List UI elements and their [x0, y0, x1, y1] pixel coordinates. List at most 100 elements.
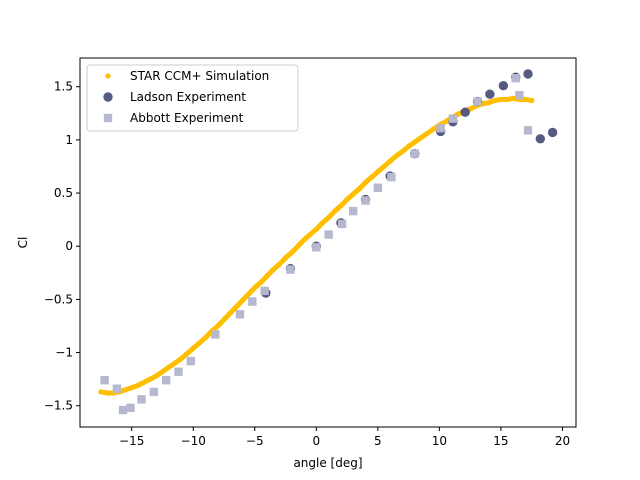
- data-point: [344, 196, 350, 203]
- data-point: [248, 297, 257, 306]
- data-point: [276, 261, 282, 267]
- data-point: [498, 80, 509, 91]
- data-point: [510, 95, 516, 102]
- data-point: [301, 237, 307, 243]
- data-point: [129, 385, 135, 391]
- y-tick-label: −1: [55, 346, 73, 360]
- data-point: [529, 97, 535, 104]
- data-point: [135, 382, 141, 389]
- data-point: [381, 163, 387, 170]
- data-point: [141, 379, 147, 385]
- data-point: [338, 203, 344, 209]
- plot-frame: [79, 57, 577, 428]
- data-point: [424, 130, 430, 137]
- data-point: [233, 304, 239, 310]
- data-point: [282, 255, 289, 261]
- data-point: [410, 149, 419, 158]
- y-tick-label: −0.5: [44, 292, 73, 306]
- data-point: [227, 310, 233, 316]
- data-point: [112, 384, 122, 393]
- data-point: [369, 174, 375, 180]
- data-point: [289, 250, 295, 256]
- y-tick-label: −1.5: [44, 399, 73, 413]
- data-point: [186, 356, 195, 366]
- data-point: [387, 172, 396, 182]
- data-point: [159, 369, 166, 375]
- x-tick-label: 15: [493, 434, 508, 448]
- data-point: [399, 148, 406, 155]
- data-point: [215, 323, 221, 329]
- x-tick-label: −5: [246, 434, 264, 448]
- data-point: [184, 351, 190, 357]
- data-point: [418, 135, 424, 141]
- data-point: [486, 100, 492, 106]
- data-point: [178, 356, 184, 362]
- data-point: [337, 219, 347, 229]
- x-tick-label: 20: [555, 434, 570, 448]
- series-dot: [98, 95, 535, 396]
- data-point: [235, 310, 245, 319]
- data-point: [264, 273, 270, 279]
- legend-marker: [103, 113, 113, 123]
- data-point: [436, 123, 445, 133]
- data-point: [260, 286, 269, 296]
- data-point: [153, 373, 159, 379]
- data-point: [100, 376, 109, 385]
- data-point: [511, 74, 520, 83]
- data-marks: [98, 69, 558, 415]
- data-point: [406, 143, 412, 149]
- data-point: [523, 126, 533, 135]
- data-point: [312, 243, 321, 252]
- data-point: [373, 183, 383, 192]
- x-tick-label: 10: [432, 434, 447, 448]
- y-tick-label: 0: [65, 239, 73, 253]
- y-tick-label: 0.5: [54, 186, 73, 200]
- y-tick-label: 1: [65, 133, 73, 147]
- x-tick-label: 5: [374, 434, 382, 448]
- data-point: [98, 389, 104, 395]
- data-point: [319, 220, 326, 226]
- data-point: [523, 69, 533, 79]
- legend-label: Ladson Experiment: [130, 90, 246, 104]
- series-square: [100, 74, 533, 415]
- x-tick-label: −15: [119, 434, 144, 448]
- data-point: [307, 231, 313, 238]
- data-point: [104, 390, 110, 396]
- legend: STAR CCM+ Simulation Ladson Experiment Abb…: [86, 64, 299, 132]
- data-point: [473, 97, 482, 106]
- data-point: [258, 279, 264, 285]
- data-point: [387, 158, 393, 164]
- data-point: [161, 376, 171, 385]
- data-point: [362, 179, 369, 186]
- data-point: [126, 403, 135, 413]
- data-point: [393, 153, 399, 159]
- data-point: [313, 226, 319, 232]
- data-point: [118, 405, 128, 415]
- data-point: [196, 340, 202, 346]
- data-point: [356, 186, 362, 192]
- data-point: [375, 169, 381, 175]
- data-point: [460, 107, 470, 117]
- data-point: [324, 230, 333, 239]
- data-point: [295, 243, 301, 249]
- legend-marker: [105, 73, 111, 79]
- data-point: [350, 191, 356, 197]
- data-point: [535, 134, 546, 144]
- data-point: [361, 196, 370, 205]
- data-point: [190, 345, 196, 351]
- data-point: [221, 316, 227, 323]
- data-point: [166, 364, 172, 371]
- data-point: [122, 387, 129, 393]
- data-point: [430, 126, 436, 132]
- data-point: [246, 291, 252, 297]
- y-tick-label: 1.5: [54, 80, 73, 94]
- data-point: [172, 360, 178, 366]
- data-point: [412, 139, 418, 145]
- data-point: [492, 97, 498, 104]
- data-point: [286, 265, 295, 274]
- x-axis-ticks: −15 −10 −5 0 5 10 15 20: [119, 427, 570, 448]
- data-point: [485, 89, 495, 99]
- data-point: [147, 376, 153, 382]
- x-tick-label: −10: [181, 434, 206, 448]
